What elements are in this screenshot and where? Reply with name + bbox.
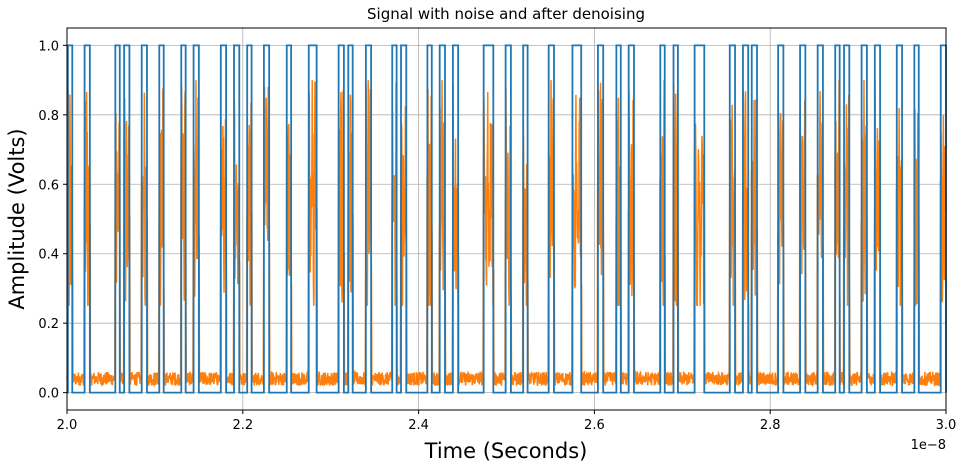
x-tick-label: 2.4 [408, 418, 429, 433]
chart-title: Signal with noise and after denoising [367, 5, 645, 23]
signal-square-wave-line [66, 44, 947, 394]
y-tick-label: 0.2 [38, 317, 59, 332]
y-tick-label: 0.6 [38, 178, 59, 193]
x-tick-label: 3.0 [936, 418, 957, 433]
ticks: 2.0 2.2 2.4 2.6 2.8 3.0 0.0 0.2 0.4 0.6 0.8 1.0 [38, 39, 956, 433]
axes-frame [66, 27, 947, 411]
plot-area [66, 44, 947, 394]
y-tick-label: 0.0 [38, 387, 59, 402]
y-tick-label: 0.8 [38, 109, 59, 124]
x-offset-label: 1e−8 [911, 438, 946, 453]
y-axis-label: Amplitude (Volts) [5, 128, 29, 309]
y-tick-label: 1.0 [38, 39, 59, 54]
x-tick-label: 2.8 [760, 418, 781, 433]
x-tick-label: 2.6 [584, 418, 605, 433]
y-tick-label: 0.4 [38, 248, 59, 263]
x-axis-label: Time (Seconds) [424, 439, 588, 461]
x-tick-label: 2.0 [57, 418, 78, 433]
x-tick-label: 2.2 [232, 418, 253, 433]
